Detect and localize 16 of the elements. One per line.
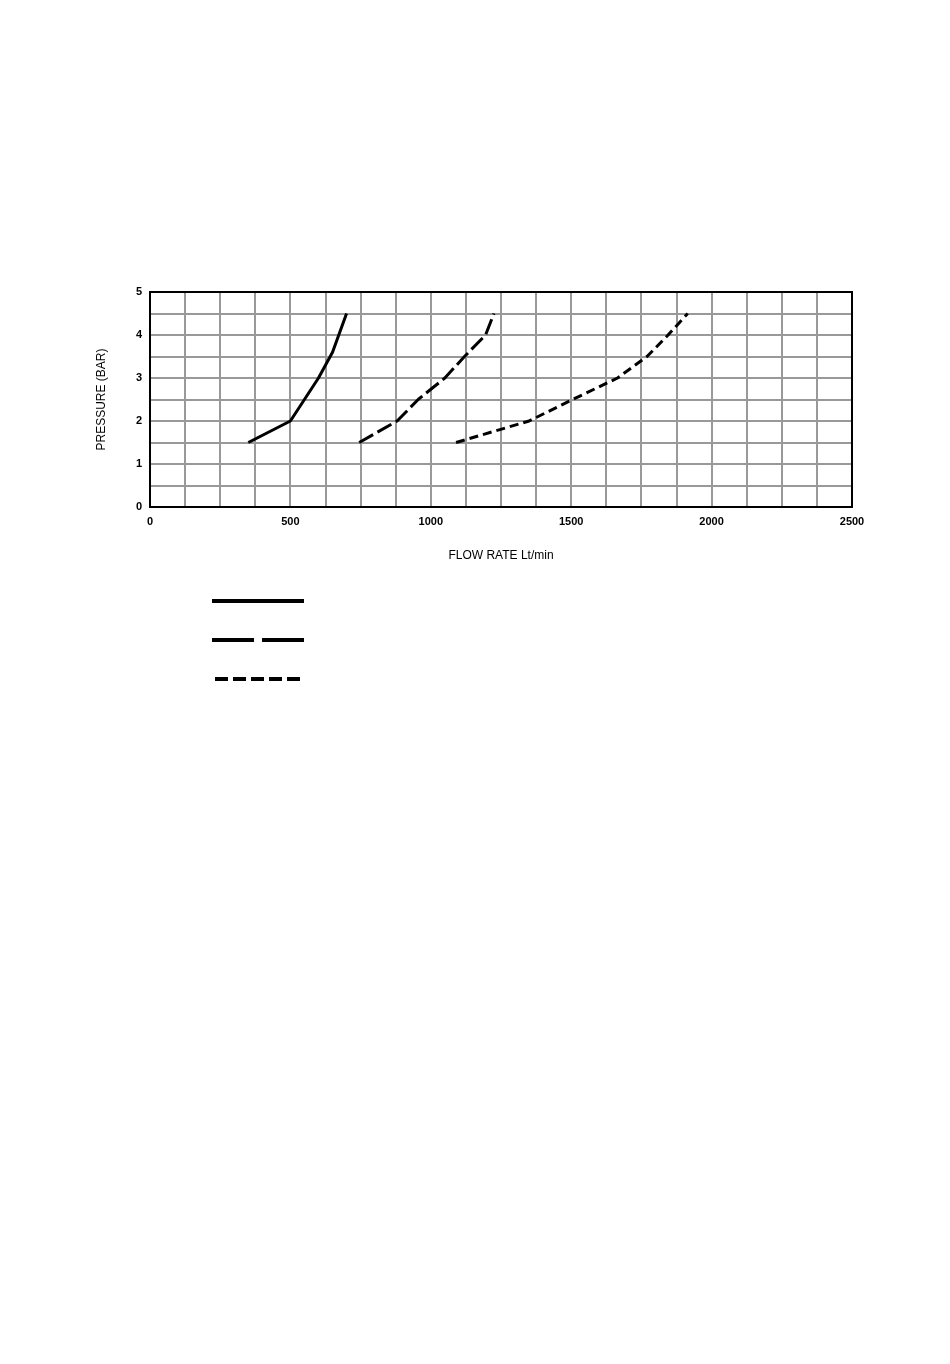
- line-series: [454, 312, 690, 444]
- line-series: [357, 312, 496, 444]
- y-tick-label: 3: [135, 371, 142, 384]
- y-tick-label: 5: [135, 285, 142, 298]
- x-axis-title: FLOW RATE Lt/min: [448, 548, 554, 563]
- x-tick-label: 0: [146, 514, 154, 527]
- y-axis-title: PRESSURE (BAR): [93, 348, 108, 451]
- y-tick-label: 1: [135, 457, 142, 470]
- y-tick-label: 4: [135, 328, 143, 341]
- x-tick-label: 1500: [558, 514, 584, 527]
- x-tick-label: 500: [281, 514, 300, 527]
- x-tick-label: 2000: [699, 514, 724, 527]
- y-tick-label: 2: [135, 414, 142, 427]
- x-tick-label: 1000: [418, 514, 444, 527]
- x-tick-label: 2500: [839, 514, 865, 527]
- y-tick-label: 0: [135, 500, 142, 513]
